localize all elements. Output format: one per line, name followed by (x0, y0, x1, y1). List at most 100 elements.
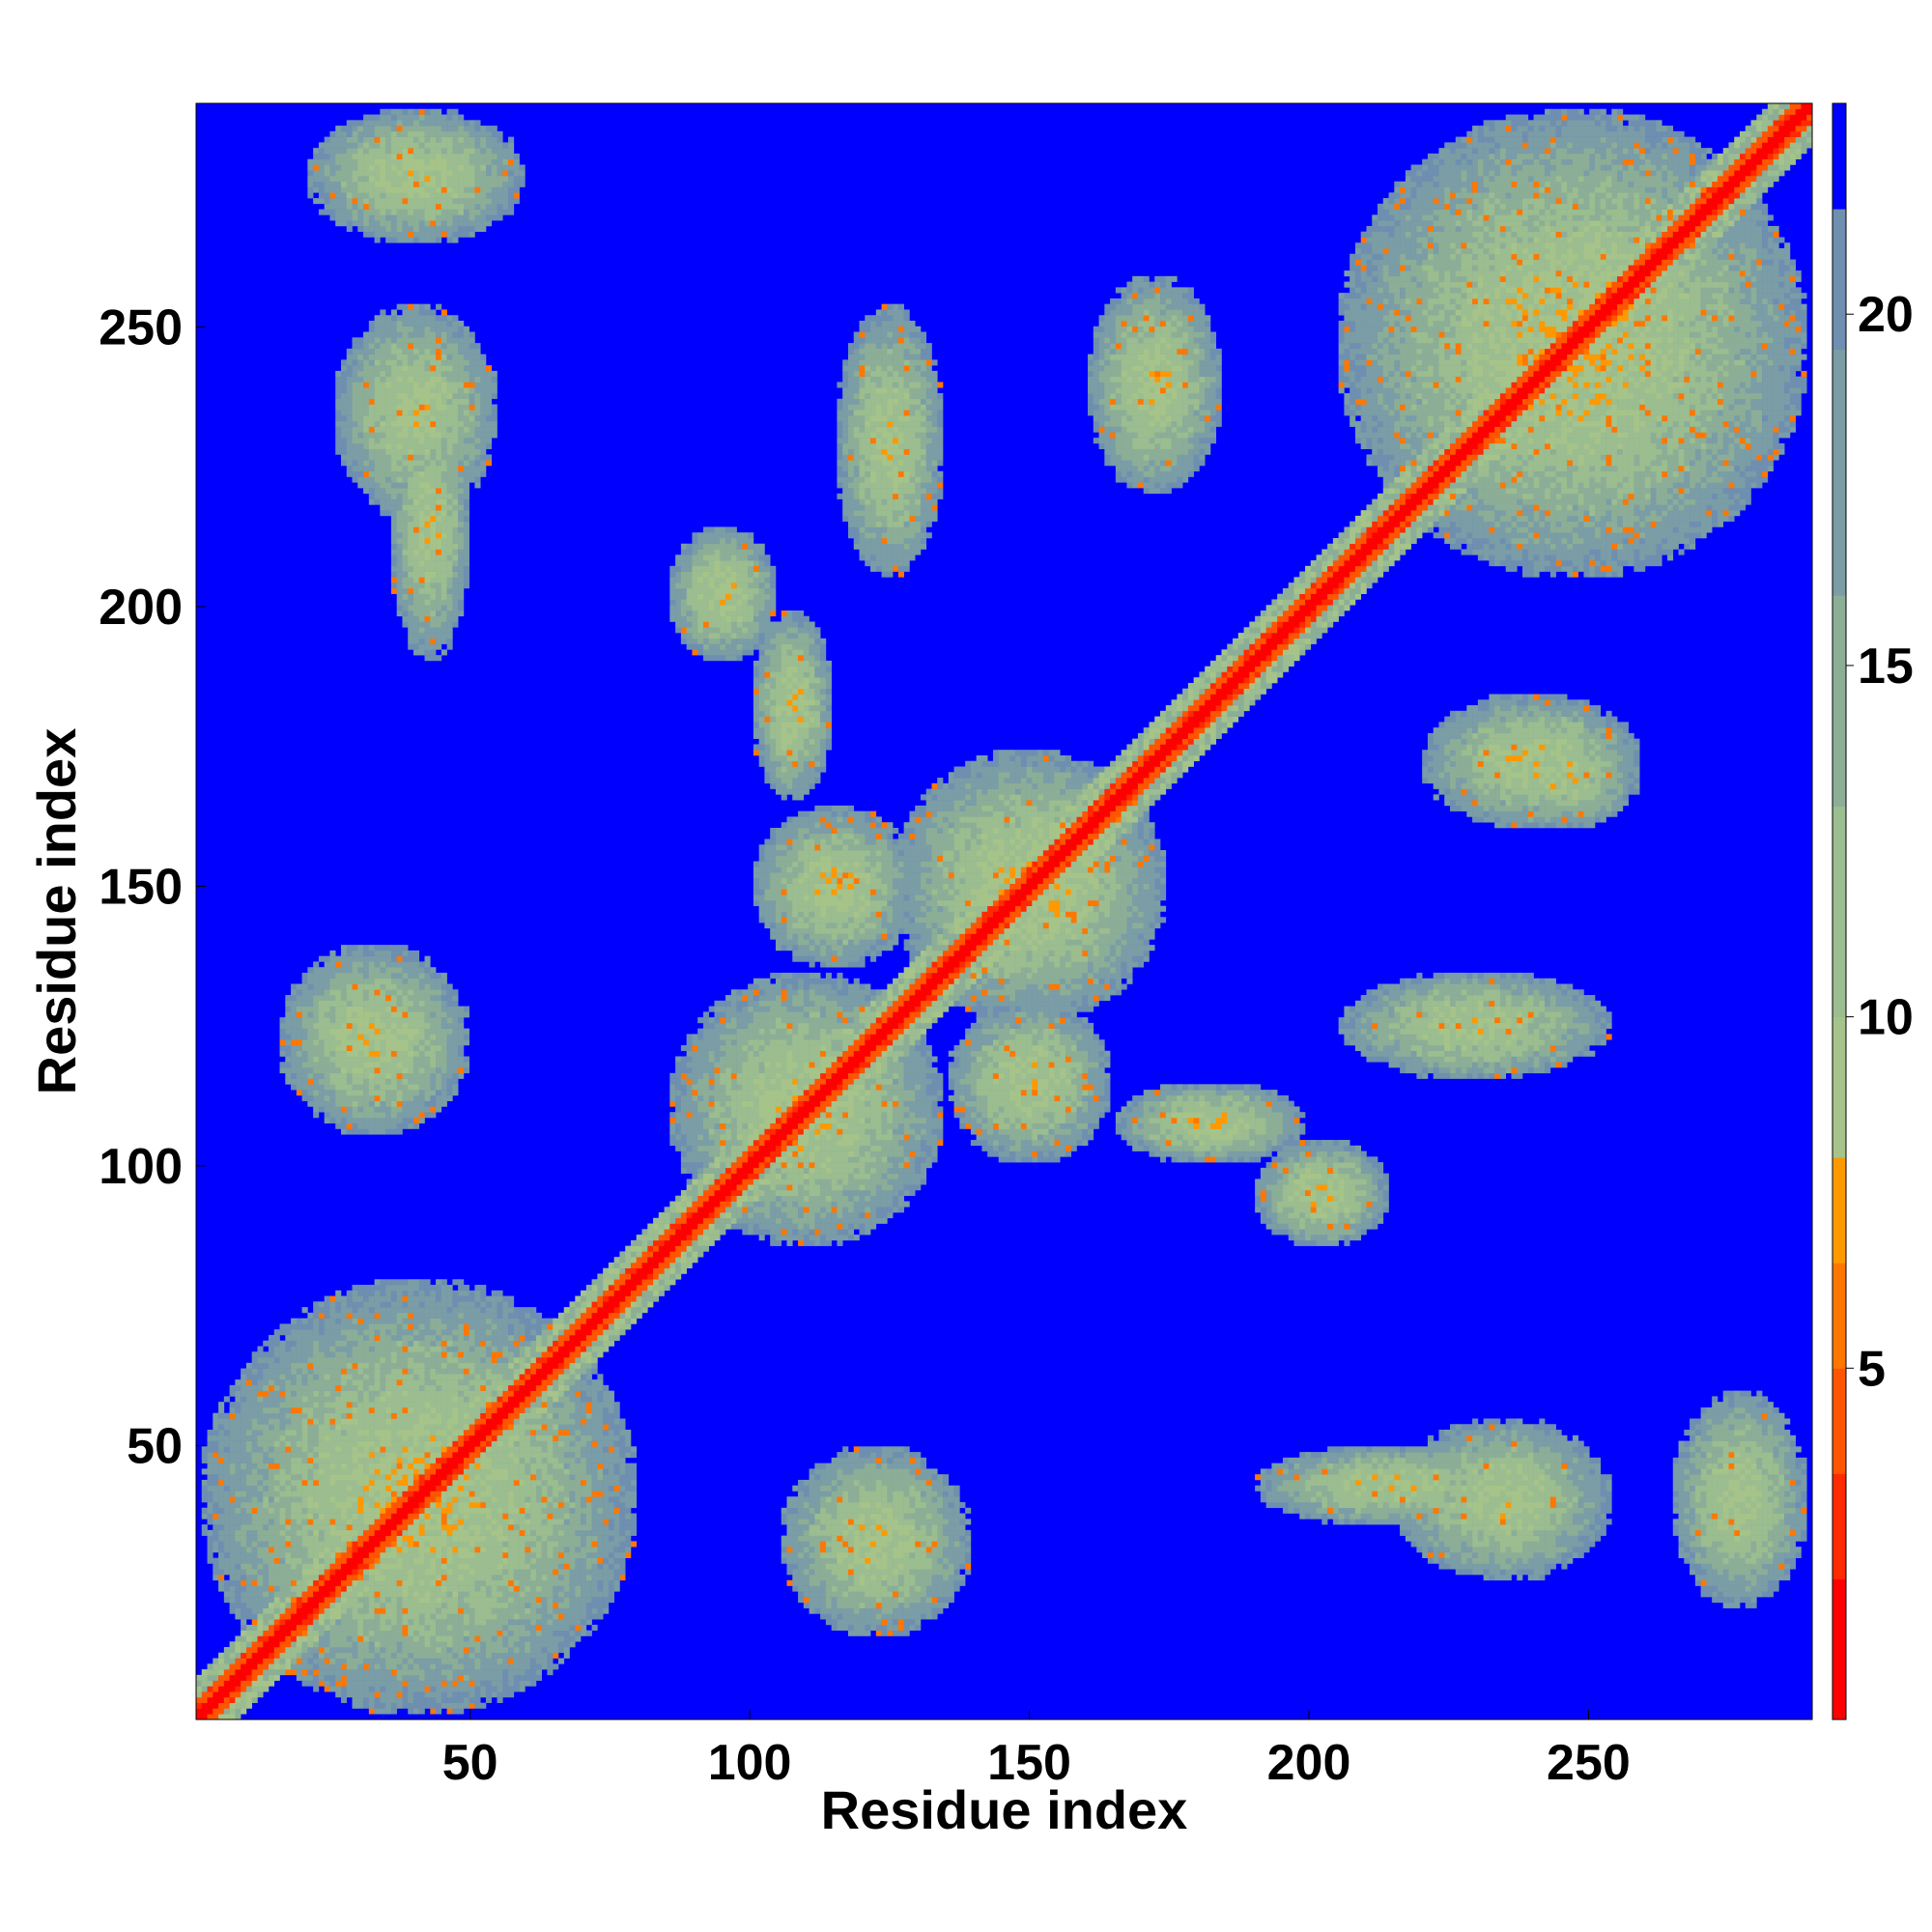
heatmap-cell (412, 1334, 420, 1342)
heatmap-cell (374, 1602, 381, 1608)
heatmap-cell (273, 1579, 280, 1586)
heatmap-cell (291, 1479, 298, 1486)
heatmap-cell (279, 1563, 286, 1570)
heatmap-cell (340, 170, 348, 177)
heatmap-cell (418, 1652, 425, 1659)
heatmap-cell (263, 1535, 270, 1542)
heatmap-cell (402, 1034, 409, 1040)
heatmap-cell (335, 220, 342, 227)
heatmap-cell (291, 1468, 298, 1475)
heatmap-cell (307, 1485, 314, 1492)
heatmap-cell (396, 1519, 403, 1525)
heatmap-cell (436, 488, 442, 495)
heatmap-cell (313, 1547, 320, 1553)
heatmap-cell (374, 209, 381, 215)
heatmap-cell (324, 170, 330, 177)
heatmap-cell (390, 1295, 397, 1302)
heatmap-cell (396, 448, 403, 455)
heatmap-cell (329, 1084, 336, 1091)
heatmap-cell (412, 476, 420, 483)
heatmap-cell (436, 359, 442, 366)
heatmap-cell (346, 961, 353, 968)
heatmap-cell (357, 1329, 364, 1336)
heatmap-cell (346, 1067, 353, 1074)
heatmap-cell (318, 1607, 325, 1614)
heatmap-cell (385, 1430, 392, 1436)
heatmap-cell (235, 1519, 242, 1525)
heatmap-cell (408, 309, 414, 316)
heatmap-cell (402, 359, 409, 366)
heatmap-cell (313, 1312, 320, 1319)
heatmap-cell (396, 995, 403, 1002)
heatmap-cell (374, 1034, 381, 1040)
heatmap-cell (374, 493, 381, 499)
heatmap-cell (402, 1106, 409, 1113)
heatmap-cell (436, 1323, 442, 1330)
heatmap-cell (424, 1318, 431, 1324)
heatmap-cell (285, 1362, 292, 1369)
heatmap-cell (296, 1072, 302, 1079)
heatmap-cell (418, 1630, 425, 1636)
heatmap-cell (346, 1691, 353, 1698)
heatmap-cell (285, 1479, 292, 1486)
heatmap-cell (273, 1557, 280, 1564)
heatmap-cell (357, 1117, 364, 1124)
heatmap-cell (313, 1619, 320, 1626)
heatmap-cell (396, 1551, 403, 1558)
heatmap-cell (241, 1569, 247, 1576)
heatmap-cell (408, 972, 414, 980)
heatmap-cell (390, 1446, 397, 1453)
heatmap-cell (207, 1686, 213, 1692)
heatmap-cell (357, 1663, 364, 1670)
heatmap-cell (385, 404, 392, 411)
heatmap-cell (396, 1591, 403, 1598)
heatmap-cell (418, 158, 425, 165)
heatmap-cell (436, 331, 442, 338)
heatmap-cell (273, 1597, 280, 1604)
heatmap-cell (307, 1044, 314, 1052)
heatmap-cell (301, 1557, 308, 1564)
heatmap-cell (301, 989, 308, 996)
heatmap-cell (296, 1513, 302, 1520)
heatmap-cell (301, 1446, 308, 1453)
heatmap-cell (329, 1090, 336, 1096)
heatmap-cell (430, 426, 437, 433)
heatmap-cell (363, 220, 370, 227)
heatmap-cell (329, 950, 336, 956)
heatmap-cell (374, 1295, 381, 1302)
heatmap-cell (430, 1056, 437, 1063)
heatmap-cell (352, 348, 358, 355)
heatmap-cell (363, 1658, 370, 1664)
heatmap-cell (335, 1323, 342, 1330)
heatmap-cell (412, 482, 420, 489)
heatmap-cell (313, 1463, 320, 1469)
heatmap-cell (324, 164, 330, 171)
heatmap-cell (229, 1658, 236, 1664)
heatmap-cell (412, 1440, 420, 1447)
heatmap-cell (396, 1301, 403, 1308)
heatmap-cell (412, 1502, 420, 1509)
heatmap-cell (318, 1502, 325, 1509)
heatmap-cell (412, 470, 420, 477)
heatmap-cell (307, 1513, 314, 1520)
heatmap-cell (408, 1435, 414, 1441)
heatmap-cell (352, 1624, 358, 1631)
heatmap-cell (318, 1619, 325, 1626)
heatmap-cell (213, 1474, 219, 1481)
heatmap-cell (430, 326, 437, 332)
heatmap-cell (408, 476, 414, 483)
heatmap-cell (368, 1607, 375, 1614)
heatmap-cell (430, 1295, 437, 1302)
heatmap-cell (335, 961, 342, 968)
heatmap-cell (436, 1301, 442, 1308)
heatmap-cell (307, 164, 314, 171)
heatmap-cell (436, 225, 442, 232)
heatmap-cell (352, 203, 358, 210)
heatmap-cell (385, 961, 392, 968)
heatmap-cell (408, 432, 414, 439)
heatmap-cell (363, 1000, 370, 1007)
heatmap-cell (251, 1402, 258, 1408)
heatmap-cell (374, 410, 381, 416)
heatmap-cell (418, 1613, 425, 1620)
heatmap-cell (396, 537, 403, 545)
